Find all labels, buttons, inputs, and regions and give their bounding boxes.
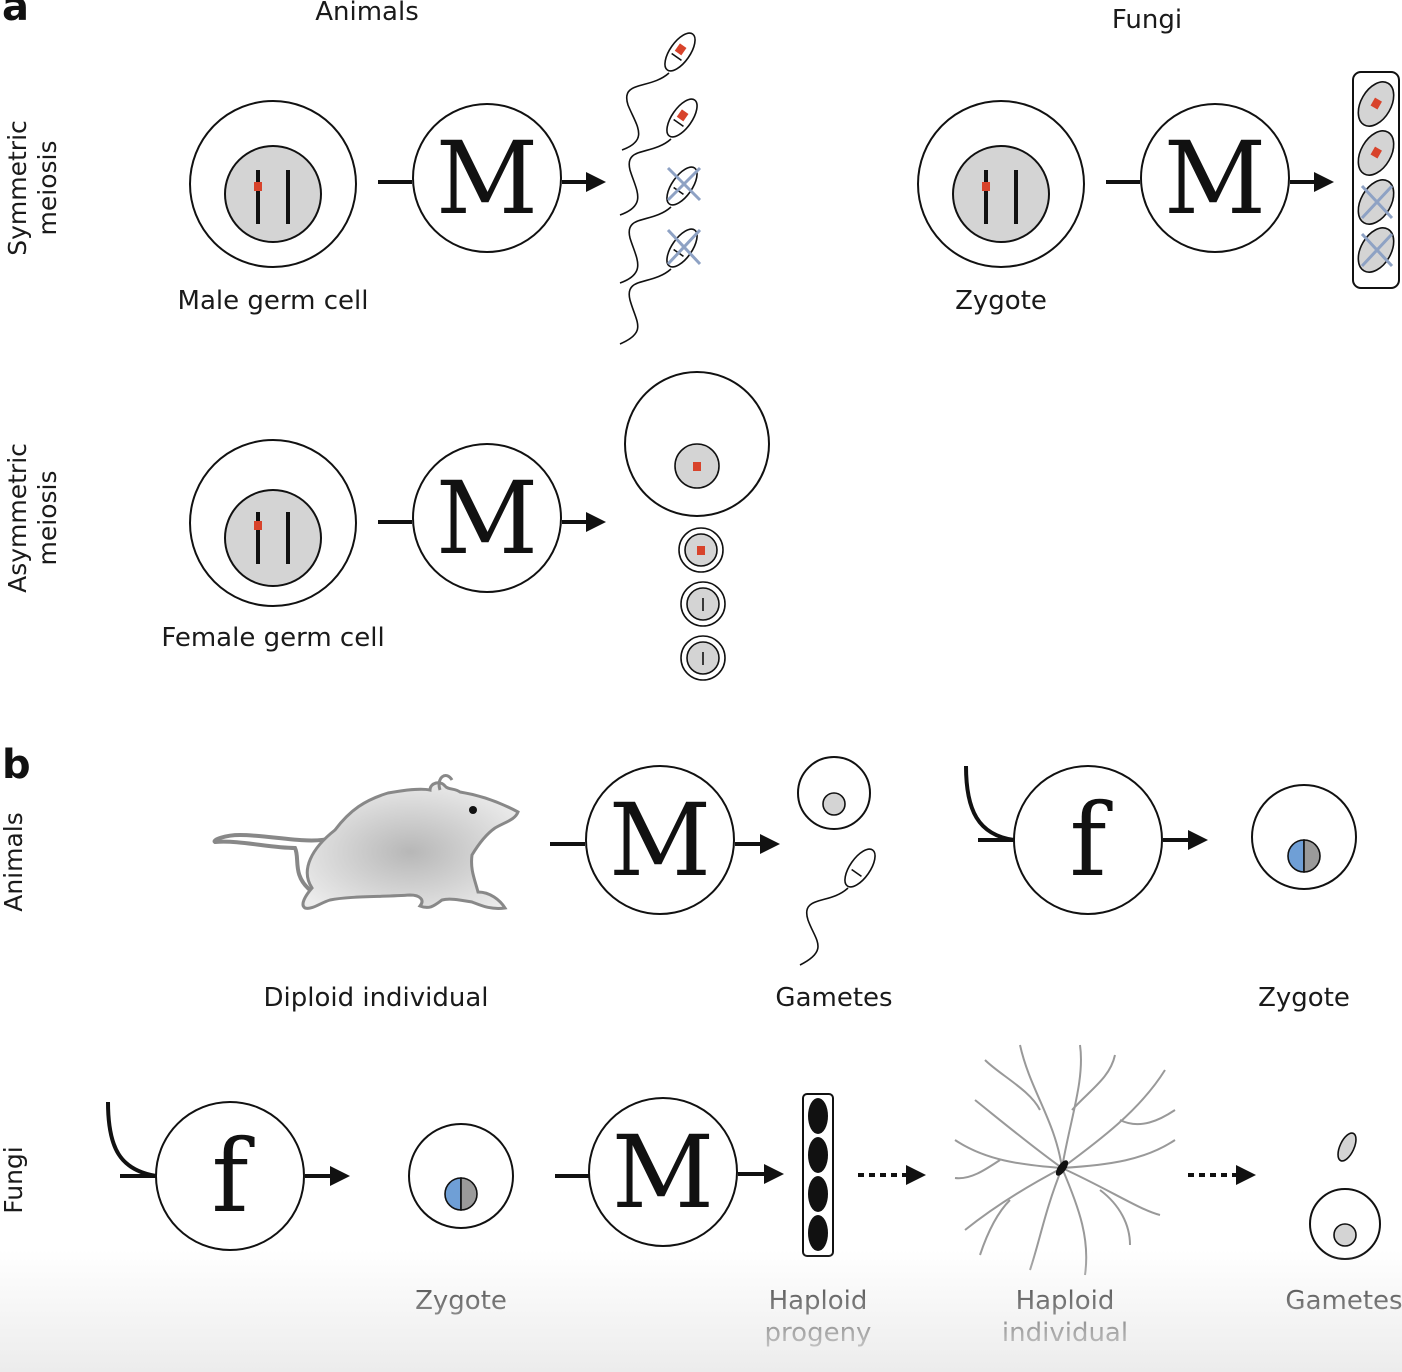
meiosis-circle: M [412,443,562,593]
svg-text:Fungi: Fungi [0,1146,28,1214]
haploid-progeny-line2: progeny [765,1318,872,1348]
zygote-fungi-label: Zygote [415,1286,507,1316]
panel-b-letter: b [2,742,31,788]
diploid-individual-label: Diploid individual [263,983,488,1013]
fungi-zygote [408,1123,514,1229]
zygote-animals-label: Zygote [1258,983,1350,1013]
svg-text:M: M [612,1114,714,1231]
ascus-spores [1352,71,1400,289]
row-label-fungi: Fungi [0,1146,28,1214]
row-label-asymmetric: Asymmetric meiosis [3,443,62,593]
column-animals-title: Animals [315,0,419,27]
row-symmetric-line1: Symmetric [3,120,32,256]
row-label-animals: Animals [0,812,28,912]
red-marker [254,182,262,191]
column-fungi-title: Fungi [1112,5,1182,35]
haploid-individual-line1: Haploid [1016,1286,1115,1316]
meiosis-circle: M [412,103,562,253]
meiosis-circle: M [585,765,735,915]
svg-text:Animals: Animals [0,812,28,912]
female-germ-cell-label: Female germ cell [161,623,384,653]
fungi-zygote-cell [917,100,1085,268]
egg-and-polar-bodies [624,371,770,681]
gametes-animals-label: Gametes [775,983,892,1013]
svg-text:M: M [1164,120,1266,237]
sperm-cells [619,32,702,345]
svg-text:f: f [211,1118,255,1235]
fertilization-circle: f [155,1101,305,1251]
fertilization-circle: f [1013,765,1163,915]
fungal-gametes [1309,1132,1381,1260]
row-asymmetric-line1: Asymmetric [3,443,32,593]
panel-a-letter: a [2,0,29,30]
row-symmetric-line2: meiosis [33,141,62,236]
gametes-fungi-label: Gametes [1285,1286,1402,1316]
svg-text:M: M [609,782,711,899]
svg-text:f: f [1069,782,1113,899]
animal-zygote [1251,784,1357,890]
mouse-illustration [212,774,520,910]
female-germ-cell [189,439,357,607]
haploid-individual-line2: individual [1002,1318,1128,1348]
zygote-label-a: Zygote [955,286,1047,316]
svg-text:M: M [436,460,538,577]
svg-text:M: M [436,120,538,237]
row-asymmetric-line2: meiosis [33,471,62,566]
meiosis-circle: M [588,1097,738,1247]
haploid-progeny-line1: Haploid [769,1286,868,1316]
mycelium-center [1055,1160,1069,1176]
male-germ-cell-label: Male germ cell [178,286,369,316]
meiosis-circle: M [1140,103,1290,253]
animal-gametes [797,756,876,966]
row-label-symmetric: Symmetric meiosis [3,120,62,256]
male-germ-cell [189,100,357,268]
mycelium-illustration [954,1044,1176,1276]
haploid-progeny-ascus [802,1093,834,1257]
